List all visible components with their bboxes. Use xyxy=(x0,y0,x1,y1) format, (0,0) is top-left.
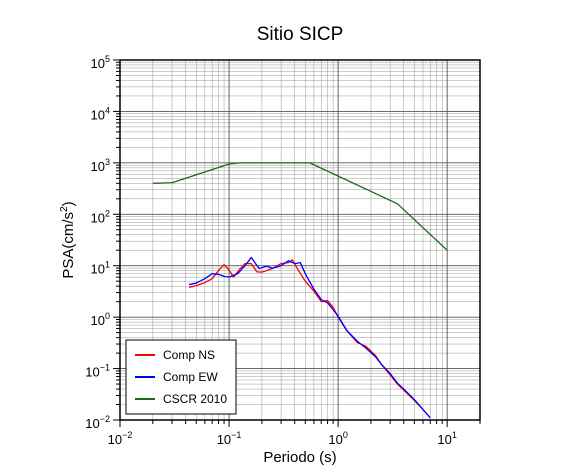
y-tick-label-exp: 0 xyxy=(105,311,110,321)
y-tick-label-exp: 4 xyxy=(105,105,110,115)
y-tick-label-base: 10 xyxy=(85,365,99,380)
y-axis-label-sup: 2 xyxy=(59,206,70,212)
x-tick-label: 101 xyxy=(437,430,456,447)
y-tick-label-exp: 5 xyxy=(105,54,110,64)
legend-label-comp-ns: Comp NS xyxy=(163,348,215,362)
x-tick-label-base: 10 xyxy=(108,432,122,447)
x-tick-label-exp: −2 xyxy=(122,430,132,440)
y-tick-label-base: 10 xyxy=(91,56,105,71)
y-tick-label-base: 10 xyxy=(91,210,105,225)
y-axis-label-main: PSA(cm/s xyxy=(60,212,77,279)
x-axis-label: Periodo (s) xyxy=(263,449,336,466)
y-tick-label: 102 xyxy=(91,208,110,225)
legend-label-cscr-2010: CSCR 2010 xyxy=(163,392,227,406)
series-line-cscr-2010 xyxy=(152,162,448,251)
y-tick-label-exp: −2 xyxy=(100,414,110,424)
y-axis-label-tail: ) xyxy=(60,201,77,206)
y-tick-label-base: 10 xyxy=(91,107,105,122)
y-tick-label-exp: −1 xyxy=(100,363,110,373)
series-line-comp-ew xyxy=(188,256,431,419)
y-tick-label: 100 xyxy=(91,311,110,328)
chart-title: Sitio SICP xyxy=(257,24,344,45)
y-tick-label-exp: 1 xyxy=(105,260,110,270)
x-tick-label-base: 10 xyxy=(437,432,451,447)
minor-grid xyxy=(120,60,481,420)
x-tick-label-exp: 0 xyxy=(343,430,348,440)
y-tick-label: 104 xyxy=(91,105,110,122)
legend-label-comp-ew: Comp EW xyxy=(163,370,218,384)
y-tick-label: 10−1 xyxy=(85,363,110,380)
x-tick-label-exp: 1 xyxy=(452,430,457,440)
y-tick-label-base: 10 xyxy=(85,416,99,431)
y-tick-label-base: 10 xyxy=(91,313,105,328)
x-tick-label-base: 10 xyxy=(217,432,231,447)
x-tick-label: 10−2 xyxy=(108,430,133,447)
y-tick-label: 105 xyxy=(91,54,110,71)
y-tick-label: 103 xyxy=(91,157,110,174)
y-tick-label-base: 10 xyxy=(91,262,105,277)
y-tick-label: 101 xyxy=(91,260,110,277)
plot-frame xyxy=(119,59,481,421)
x-tick-label-exp: −1 xyxy=(231,430,241,440)
x-tick-label: 100 xyxy=(328,430,347,447)
y-tick-label-exp: 3 xyxy=(105,157,110,167)
x-tick-label: 10−1 xyxy=(217,430,242,447)
series-layer xyxy=(152,162,448,419)
legend: Comp NS Comp EW CSCR 2010 xyxy=(125,339,237,415)
y-tick-label: 10−2 xyxy=(85,414,110,431)
y-tick-label-base: 10 xyxy=(91,159,105,174)
x-tick-label-base: 10 xyxy=(328,432,342,447)
y-axis-label: PSA(cm/s2) xyxy=(59,201,77,278)
y-tick-label-exp: 2 xyxy=(105,208,110,218)
